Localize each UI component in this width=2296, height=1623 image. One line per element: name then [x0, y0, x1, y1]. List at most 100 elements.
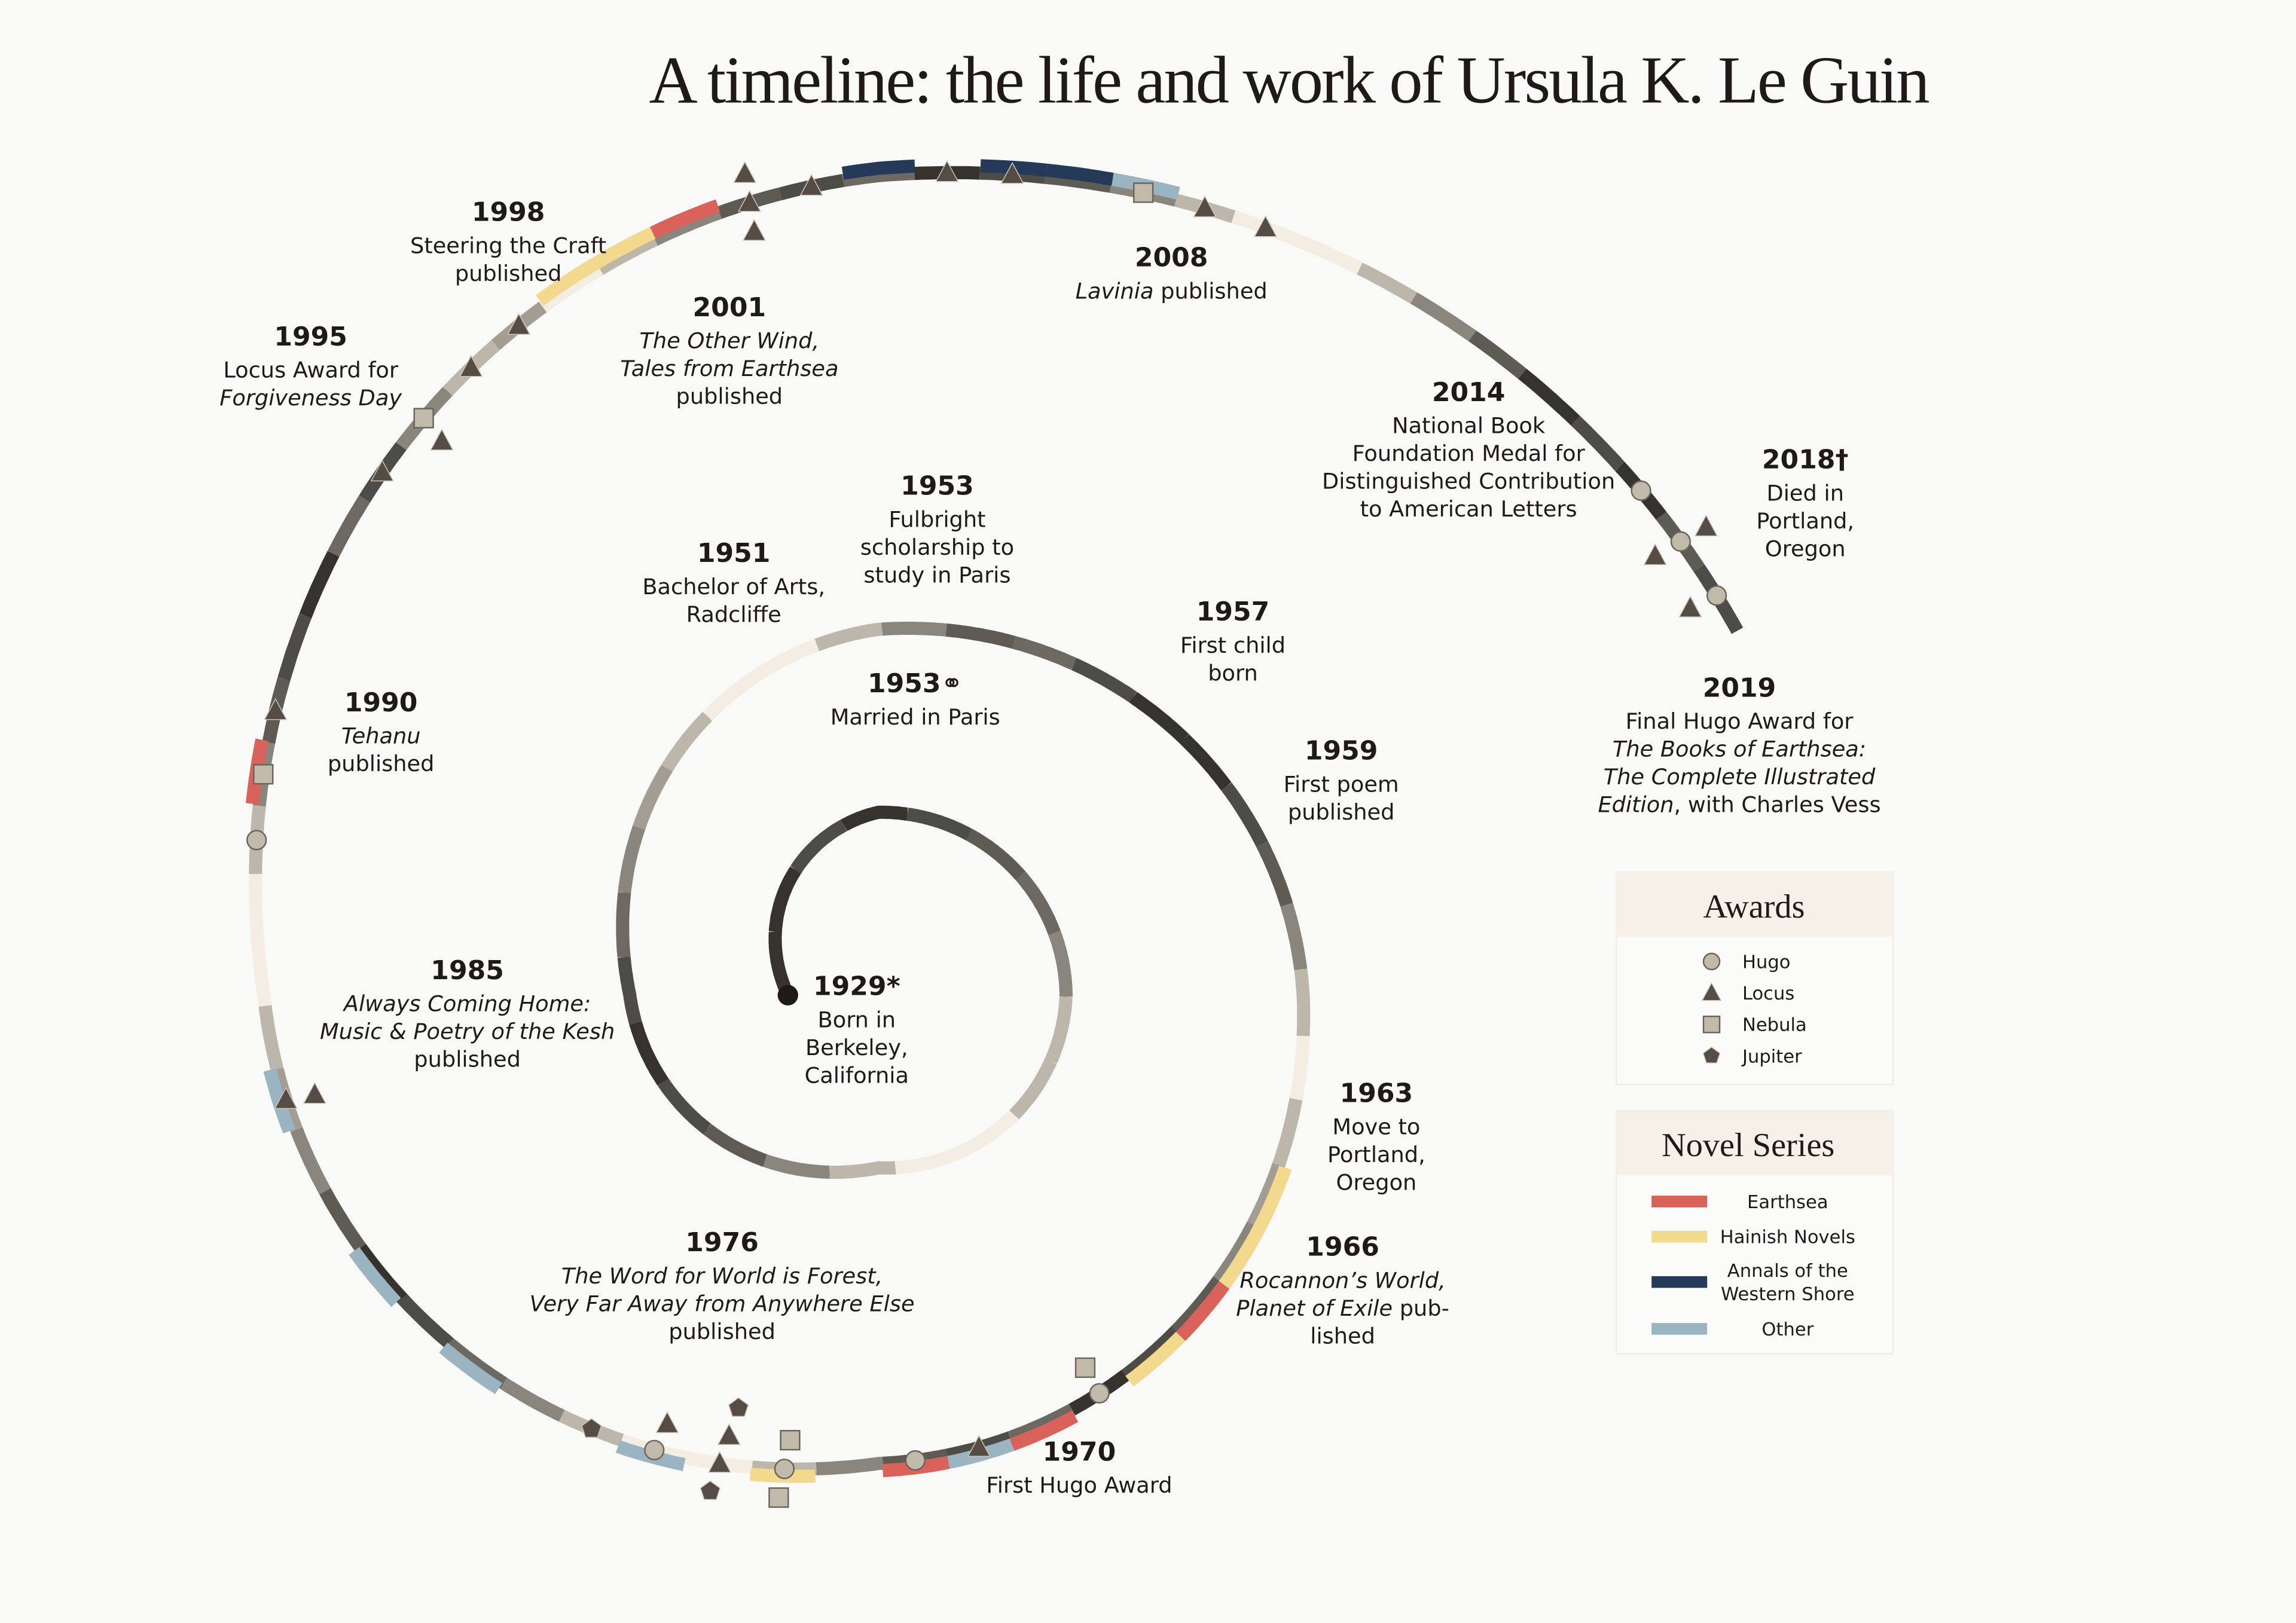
description-text: pub- — [1393, 1295, 1449, 1321]
legend-earthsea-label: Earthsea — [1747, 1192, 1828, 1213]
year-segment-1967 — [1213, 1221, 1259, 1285]
awards-legend: Awards Hugo Locus Nebula Jupiter — [1616, 871, 1894, 1086]
event-description-line: The Word for World is Forest, — [561, 1263, 883, 1289]
event-year: 1963 — [1340, 1078, 1413, 1108]
locus-award-icon — [370, 459, 394, 482]
jupiter-award-icon — [728, 1397, 749, 1417]
description-text: Fulbright — [889, 506, 985, 532]
locus-award-icon — [738, 189, 762, 212]
description-text: First child — [1180, 632, 1286, 658]
series-band-earthsea — [1176, 1280, 1230, 1341]
event-label-1966: 1966 Rocannon’s World,Planet of Exile pub… — [1236, 1232, 1449, 1349]
event-description-line: Lavinia published — [1076, 278, 1268, 304]
year-segment-1955 — [945, 623, 1016, 649]
event-description-line: First poem — [1284, 771, 1399, 797]
description-text: published — [455, 261, 562, 286]
event-description-line: published — [676, 384, 783, 409]
work-title: The Other Wind, — [640, 328, 820, 354]
locus-award-icon — [274, 1087, 298, 1109]
event-year: 1959 — [1305, 736, 1378, 766]
nebula-award-icon — [1702, 1015, 1721, 1034]
year-segment-2012 — [1357, 262, 1417, 304]
event-description-line: Music & Poetry of the Kesh — [320, 1019, 615, 1044]
nebula-award-icon — [1133, 182, 1154, 203]
year-segment-1952 — [755, 638, 820, 680]
year-segment-1935 — [1015, 872, 1061, 936]
work-title: Lavinia — [1076, 278, 1154, 304]
description-text: published — [1153, 278, 1267, 304]
year-segment-1938 — [1009, 1058, 1057, 1120]
hugo-award-icon — [644, 1439, 665, 1460]
jupiter-award-icon — [1702, 1046, 1721, 1063]
event-year: 1990 — [344, 687, 418, 718]
event-description-line: Born in — [818, 1007, 896, 1033]
locus-award-icon — [967, 1435, 991, 1457]
locus-award-icon — [799, 173, 823, 196]
description-text: to American Letters — [1360, 496, 1577, 522]
year-segment-1936 — [1048, 930, 1073, 997]
year-segment-1979 — [500, 1377, 565, 1422]
description-text: published — [328, 751, 435, 777]
nebula-award-icon — [780, 1430, 801, 1451]
event-year: 1966 — [1306, 1232, 1379, 1263]
work-title: The Complete Illustrated — [1604, 764, 1876, 790]
locus-award-icon — [1694, 514, 1718, 537]
event-description-line: Tales from Earthsea — [620, 356, 838, 381]
legend-nebula-label: Nebula — [1742, 1015, 1807, 1036]
event-label-2001: 2001 The Other Wind,Tales from Earthsea pu… — [620, 292, 838, 409]
description-text: study in Paris — [863, 562, 1010, 588]
awards-legend-header — [1616, 872, 1894, 937]
hugo-award-icon — [905, 1450, 926, 1471]
year-segment-1958 — [1129, 692, 1189, 744]
event-description-line: Always Coming Home: — [343, 991, 591, 1017]
series-band-annals — [841, 159, 915, 180]
birth-dot — [777, 985, 798, 1005]
work-title: Edition — [1598, 792, 1674, 818]
year-segment-1968 — [1171, 1276, 1224, 1336]
description-text: published — [668, 1319, 775, 1344]
year-segment-1982 — [355, 1243, 408, 1303]
event-label-1951: 1951 Bachelor of Arts,Radcliffe — [642, 538, 825, 627]
description-text: First poem — [1284, 771, 1399, 797]
locus-award-icon — [507, 313, 531, 335]
event-description-line: published — [455, 261, 562, 286]
work-title: The Books of Earthsea: — [1613, 736, 1866, 762]
description-text: Distinguished Contribution — [1322, 469, 1615, 494]
hugo-award-icon — [774, 1459, 795, 1480]
nebula-award-icon — [413, 408, 434, 429]
event-label-1985: 1985 Always Coming Home:Music & Poetry of… — [320, 955, 615, 1072]
legend-hainish-label: Hainish Novels — [1720, 1227, 1855, 1248]
event-year: 1957 — [1196, 597, 1270, 627]
event-description-line: Portland, — [1327, 1142, 1425, 1167]
event-description-line: Locus Award for — [223, 357, 399, 383]
year-segment-1957 — [1071, 658, 1137, 703]
event-description-line: Fulbright — [889, 506, 985, 532]
year-segment-1964 — [1289, 1035, 1310, 1101]
legend-jupiter-label: Jupiter — [1741, 1046, 1802, 1067]
year-segment-1963 — [1294, 968, 1311, 1037]
year-segment-1939 — [957, 1110, 1019, 1158]
year-segment-1937 — [1045, 996, 1073, 1064]
event-label-2008: 2008 Lavinia published — [1076, 243, 1268, 304]
locus-award-icon — [935, 160, 959, 182]
event-description-line: Rocannon’s World, — [1239, 1267, 1445, 1293]
description-text: published — [414, 1047, 521, 1072]
event-description-line: Foundation Medal for — [1352, 441, 1586, 466]
series-band-annals — [1046, 163, 1114, 186]
description-text: born — [1208, 660, 1258, 686]
locus-award-icon — [742, 219, 767, 241]
work-title: Tehanu — [341, 723, 421, 749]
event-description-line: lished — [1310, 1323, 1375, 1349]
description-text: Portland, — [1756, 508, 1854, 534]
year-segment-2015 — [1518, 368, 1580, 426]
locus-award-icon — [1000, 161, 1024, 184]
locus-award-icon — [1193, 195, 1217, 218]
spiral-path — [249, 166, 1744, 1476]
event-description-line: published — [414, 1047, 521, 1072]
